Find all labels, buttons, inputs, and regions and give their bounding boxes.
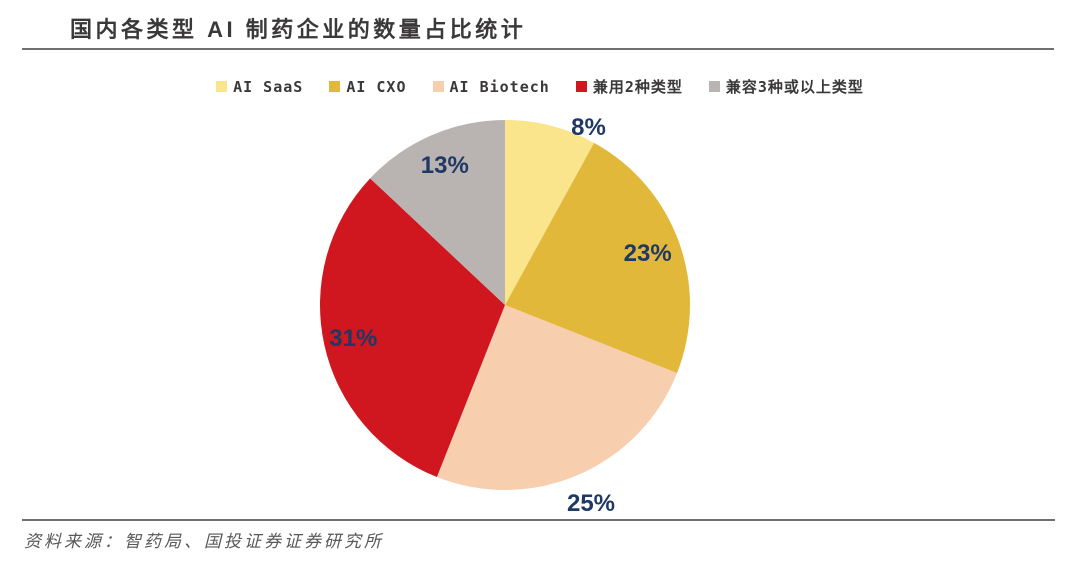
legend-label: 兼容3种或以上类型 bbox=[725, 78, 864, 96]
pie-slice-1 bbox=[505, 142, 691, 374]
legend-item-1: AI CXO bbox=[329, 78, 406, 96]
pie-slice-0 bbox=[505, 120, 595, 305]
legend-label: AI Biotech bbox=[449, 77, 550, 96]
pie-slice-2 bbox=[436, 305, 678, 491]
slice-percent-label: 25% bbox=[566, 489, 616, 517]
legend-swatch-icon bbox=[216, 81, 228, 92]
legend-label: AI SaaS bbox=[233, 77, 304, 96]
slice-percent-label: 23% bbox=[623, 239, 672, 267]
slice-percent-label: 13% bbox=[420, 151, 469, 179]
legend-item-0: AI SaaS bbox=[216, 78, 303, 96]
legend-label: 兼用2种类型 bbox=[592, 78, 683, 96]
chart-title: 国内各类型 AI 制药企业的数量占比统计 bbox=[70, 17, 527, 42]
slice-percent-label: 8% bbox=[571, 113, 606, 141]
legend-label: AI CXO bbox=[346, 77, 407, 96]
source-note: 资料来源：智药局、国投证券证券研究所 bbox=[24, 532, 384, 551]
legend-swatch-icon bbox=[329, 81, 341, 92]
title-divider bbox=[22, 48, 1054, 50]
slice-percent-label: 31% bbox=[329, 324, 378, 352]
pie-chart: 8% 23% 25% 31% 13% bbox=[295, 95, 715, 517]
pie-svg bbox=[320, 120, 691, 491]
legend-swatch-icon bbox=[432, 81, 444, 92]
footer-divider bbox=[22, 519, 1055, 521]
chart-legend: AI SaaS AI CXO AI Biotech 兼用2种类型 兼容3种或以上类型 bbox=[0, 76, 1080, 97]
legend-item-3: 兼用2种类型 bbox=[575, 76, 683, 97]
pie-slice-4 bbox=[370, 120, 505, 305]
legend-swatch-icon bbox=[708, 81, 720, 92]
legend-swatch-icon bbox=[575, 81, 587, 92]
legend-item-2: AI Biotech bbox=[432, 77, 550, 96]
pie-slice-3 bbox=[320, 178, 505, 478]
legend-item-4: 兼容3种或以上类型 bbox=[708, 76, 864, 97]
